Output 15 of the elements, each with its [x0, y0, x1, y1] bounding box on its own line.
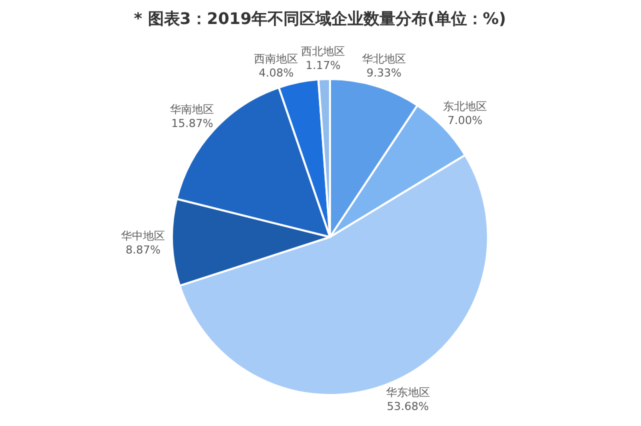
slice-label: 华中地区	[121, 230, 166, 243]
data-label: 15.87%	[171, 116, 214, 130]
slice-label: 华北地区	[362, 52, 406, 66]
slice-label: 西北地区	[301, 45, 346, 58]
slice-label: 华东地区	[386, 386, 430, 399]
chart-title: * 图表3：2019年不同区域企业数量分布(单位：%)	[134, 9, 506, 28]
data-label: 9.33%	[366, 66, 402, 80]
data-label: 53.68%	[386, 400, 429, 413]
slice-label: 华南地区	[170, 102, 214, 116]
data-label: 8.87%	[126, 244, 161, 257]
data-label: 7.00%	[447, 114, 482, 127]
slice-label: 西南地区	[254, 52, 298, 66]
data-label: 1.17%	[306, 59, 341, 72]
slice-label: 东北地区	[442, 100, 487, 113]
data-label: 4.08%	[258, 66, 294, 80]
